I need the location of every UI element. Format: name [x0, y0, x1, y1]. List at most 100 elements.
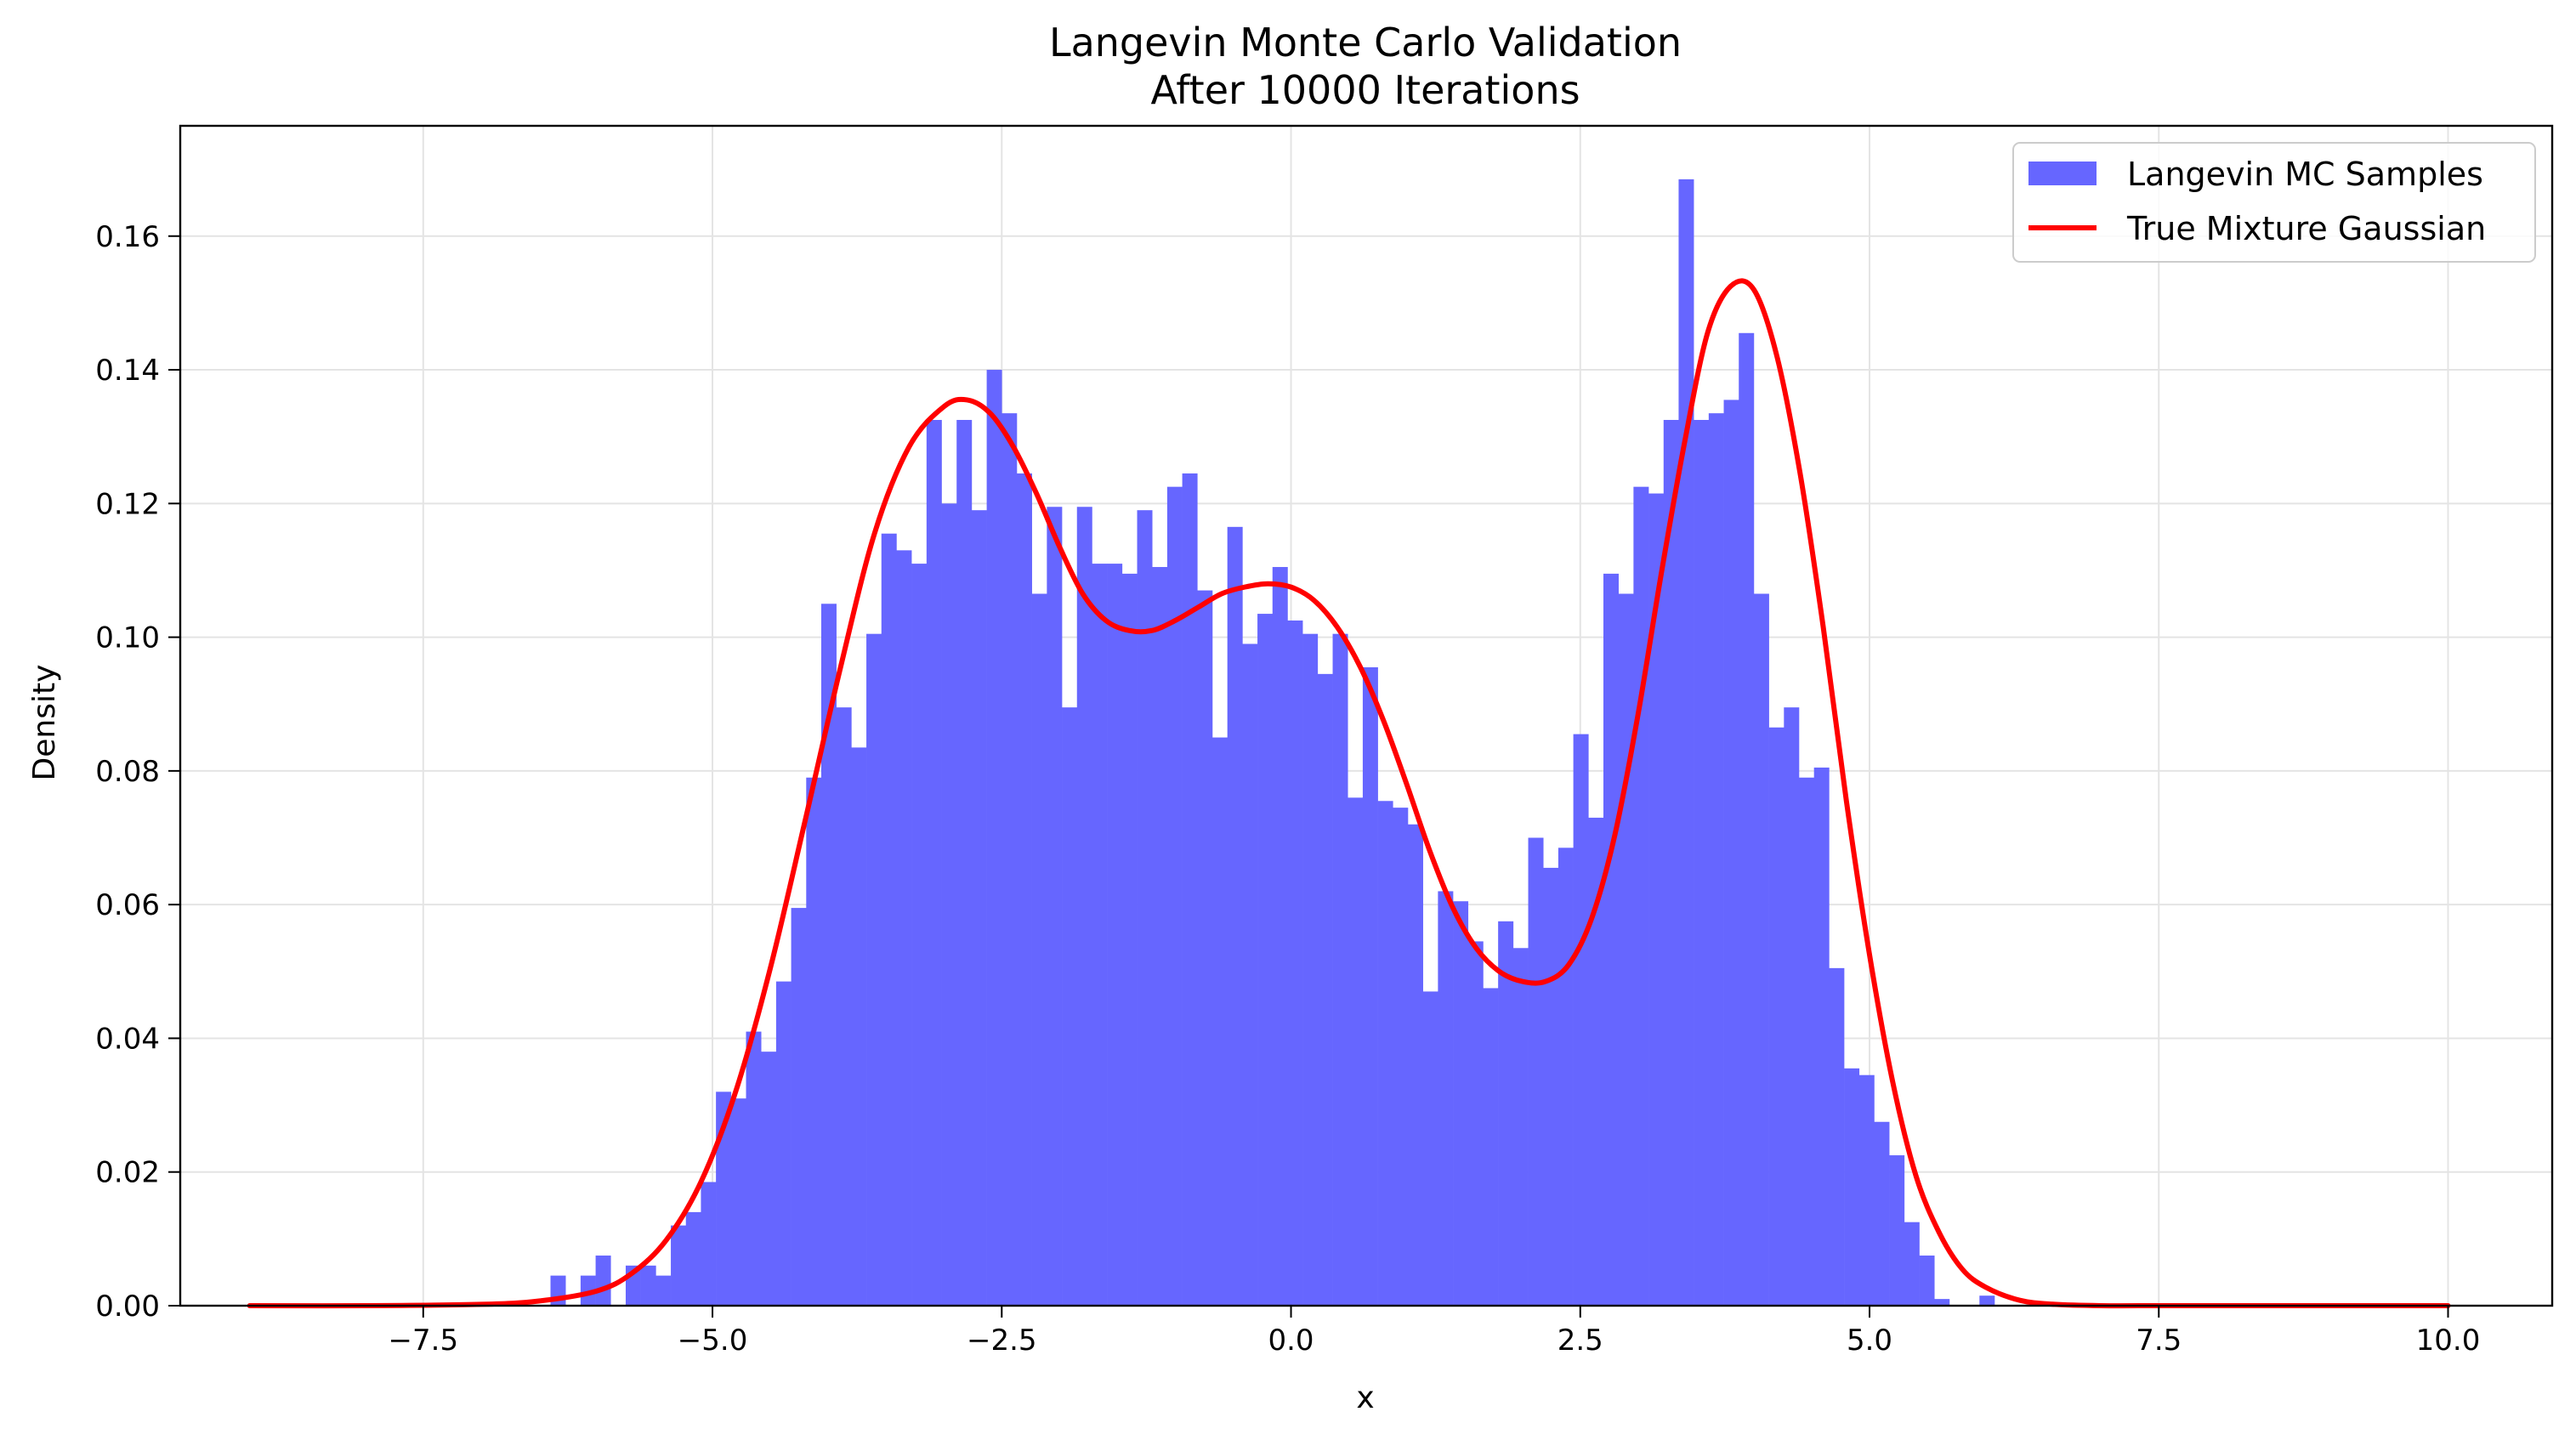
histogram-bar	[1934, 1299, 1950, 1306]
histogram-bar	[1648, 493, 1665, 1306]
histogram-bar	[1768, 727, 1784, 1306]
legend-label-histogram: Langevin MC Samples	[2127, 156, 2483, 193]
histogram-bar	[791, 908, 807, 1306]
histogram-bar	[1076, 507, 1092, 1306]
histogram-bar	[820, 604, 837, 1306]
histogram-bar	[851, 747, 867, 1306]
histogram-bar	[1062, 707, 1078, 1306]
histogram-bar	[1799, 777, 1814, 1306]
histogram-bar	[1633, 486, 1649, 1306]
histogram-bar	[1528, 837, 1544, 1306]
density-curve-line	[247, 278, 2451, 1309]
histogram-bar	[671, 1225, 687, 1306]
histogram-bar	[1047, 507, 1063, 1306]
histogram-bar	[1272, 567, 1288, 1306]
x-axis-ticks: −7.5 −5.0 −2.5 0.0 2.5 5.0 7.5 10.0	[389, 1306, 2481, 1358]
histogram-bar	[1377, 801, 1393, 1306]
chart-title: Langevin Monte Carlo Validation	[1049, 20, 1682, 65]
x-tick-label: 10.0	[2416, 1324, 2481, 1358]
histogram-bar	[1257, 614, 1274, 1306]
y-axis-ticks: 0.00 0.02 0.04 0.06 0.08 0.10 0.12 0.14 0.16	[95, 220, 180, 1324]
histogram-bar	[1211, 737, 1228, 1306]
histogram-bar	[1092, 564, 1108, 1306]
histogram-bar	[1438, 891, 1454, 1306]
histogram-bar	[701, 1182, 717, 1306]
histogram-bar	[1121, 573, 1138, 1306]
x-tick-label: −7.5	[389, 1324, 459, 1358]
histogram-bar	[1919, 1256, 1935, 1306]
histogram-bar	[1904, 1222, 1920, 1306]
histogram-bar	[1182, 473, 1198, 1306]
legend-label-curve: True Mixture Gaussian	[2126, 210, 2486, 247]
histogram-bar	[1348, 797, 1364, 1306]
histogram-bar	[1227, 526, 1243, 1306]
histogram-bar	[1889, 1155, 1905, 1306]
histogram-bar	[1512, 948, 1529, 1306]
histogram-bar	[911, 564, 928, 1306]
histogram-bar	[730, 1098, 746, 1306]
histogram-bar	[1016, 473, 1032, 1306]
x-tick-label: −2.5	[967, 1324, 1037, 1358]
x-tick-label: 0.0	[1268, 1324, 1314, 1358]
histogram-bar	[775, 981, 792, 1306]
histogram-bar	[1107, 564, 1123, 1306]
legend: Langevin MC Samples True Mixture Gaussia…	[2012, 142, 2536, 263]
histogram-bar	[1708, 413, 1724, 1307]
x-axis-label: x	[1356, 1380, 1374, 1415]
x-tick-label: 2.5	[1558, 1324, 1603, 1358]
histogram-bar	[1603, 573, 1619, 1306]
histogram-bar	[1422, 991, 1438, 1306]
histogram-bar	[1317, 673, 1333, 1306]
histogram-bar	[1242, 643, 1258, 1306]
histogram-bar	[1813, 767, 1830, 1306]
histogram-bar	[1362, 666, 1378, 1306]
histogram-bar	[881, 533, 897, 1306]
y-tick-label: 0.06	[95, 888, 160, 922]
histogram-bar	[1874, 1121, 1890, 1306]
histogram-bar	[1166, 486, 1183, 1306]
histogram-bar	[806, 777, 822, 1306]
y-tick-label: 0.08	[95, 755, 160, 789]
histogram-bar	[896, 550, 912, 1306]
x-tick-label: 5.0	[1847, 1324, 1892, 1358]
histogram-bar	[1784, 707, 1800, 1306]
histogram-bar	[655, 1275, 672, 1306]
histogram-bar	[1753, 593, 1769, 1306]
y-tick-label: 0.00	[95, 1290, 160, 1324]
histogram-bar	[1558, 848, 1574, 1306]
histogram-bar	[926, 420, 942, 1307]
histogram-bar	[1829, 967, 1845, 1306]
legend-swatch-histogram	[2028, 162, 2097, 185]
histogram-bar	[1031, 593, 1047, 1306]
histogram-bar	[1498, 921, 1514, 1306]
histogram-bar	[1723, 400, 1739, 1306]
histogram-bar	[1543, 867, 1559, 1306]
plot-frame	[179, 124, 2554, 1307]
histogram-bar	[941, 503, 957, 1306]
histogram-bar	[836, 707, 852, 1306]
histogram-bar	[1152, 567, 1168, 1306]
histogram-bar	[1588, 817, 1604, 1306]
histogram-bar	[1001, 413, 1018, 1307]
histogram-bar	[1678, 179, 1694, 1306]
legend-box	[2012, 142, 2536, 263]
histogram-bar	[1844, 1068, 1860, 1306]
y-tick-label: 0.14	[95, 354, 160, 388]
density-curve	[247, 278, 2451, 1309]
histogram-bar	[685, 1211, 701, 1306]
histogram-bar	[1618, 593, 1634, 1306]
y-tick-label: 0.12	[95, 487, 160, 521]
histogram-bar	[1302, 633, 1319, 1306]
histogram-bar	[1694, 420, 1710, 1307]
histogram-bar	[1137, 510, 1153, 1306]
histogram-bar	[956, 420, 973, 1307]
y-tick-label: 0.02	[95, 1156, 160, 1190]
histogram-bar	[761, 1052, 777, 1306]
histogram-bar	[971, 510, 987, 1306]
histogram-bar	[1407, 824, 1423, 1306]
histogram-bar	[640, 1265, 656, 1306]
histogram-bar	[1332, 633, 1348, 1306]
histogram-bar	[1573, 734, 1589, 1306]
